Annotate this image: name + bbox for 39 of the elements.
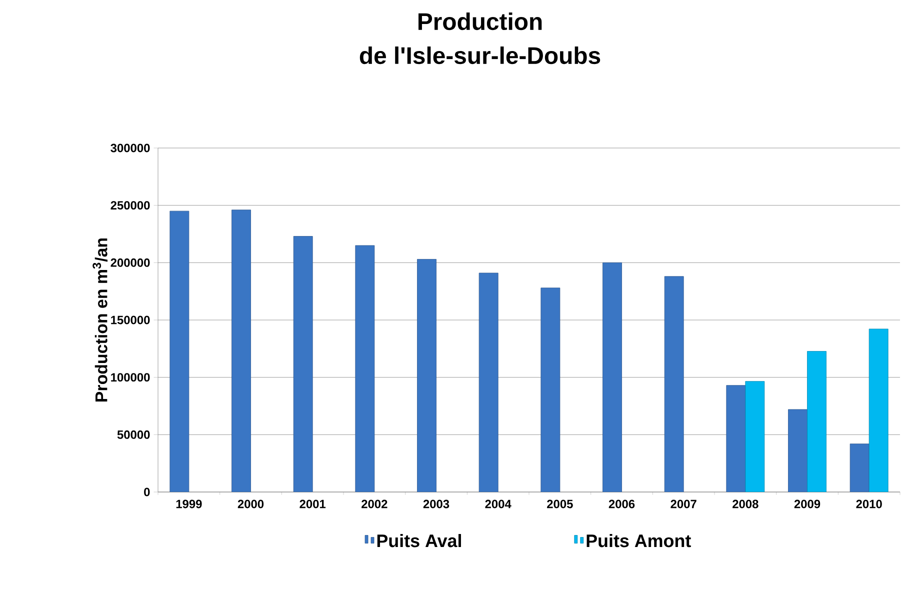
legend-label: Puits Aval [377,534,461,548]
x-tick-label: 2006 [608,500,635,508]
y-tick-label: 100000 [111,373,150,382]
x-tick-label: 2009 [794,500,820,508]
x-tick-label: 2005 [547,500,573,508]
x-tick-label: 1999 [176,500,202,508]
x-tick-label: 2000 [238,500,264,508]
bar [417,259,436,492]
bar [540,288,560,492]
bar [232,210,251,492]
chart-subtitle: de l'Isle-sur-le-Doubs [360,46,600,64]
bar [850,444,870,492]
bar [293,236,313,492]
chart-title: Production [418,12,542,30]
y-axis-title: Production en m$^{3}$/an [92,238,108,402]
x-tick-label: 2010 [856,500,882,508]
bar [868,328,888,492]
y-tick-label: 0 [144,488,150,496]
bar [355,245,375,492]
bar [170,210,190,492]
y-tick-label: 250000 [110,201,150,210]
y-tick-label: 150000 [111,316,150,324]
bar [745,381,765,492]
x-tick-label: 2003 [423,500,450,508]
x-tick-label: 2001 [300,500,326,508]
bar [478,272,498,492]
x-tick-label: 2004 [485,500,512,508]
legend-label: Puits Amont [586,534,691,548]
x-tick-label: 2002 [362,500,388,508]
x-tick-label: 2007 [670,500,696,508]
x-tick-label: 2008 [732,500,758,508]
y-tick-label: 200000 [110,258,150,267]
bar [726,385,746,492]
bar [788,409,808,492]
y-tick-label: 300000 [110,144,150,152]
y-tick-label: 50000 [117,430,150,439]
bar [664,276,684,492]
bar [602,262,622,492]
bar [807,351,826,492]
